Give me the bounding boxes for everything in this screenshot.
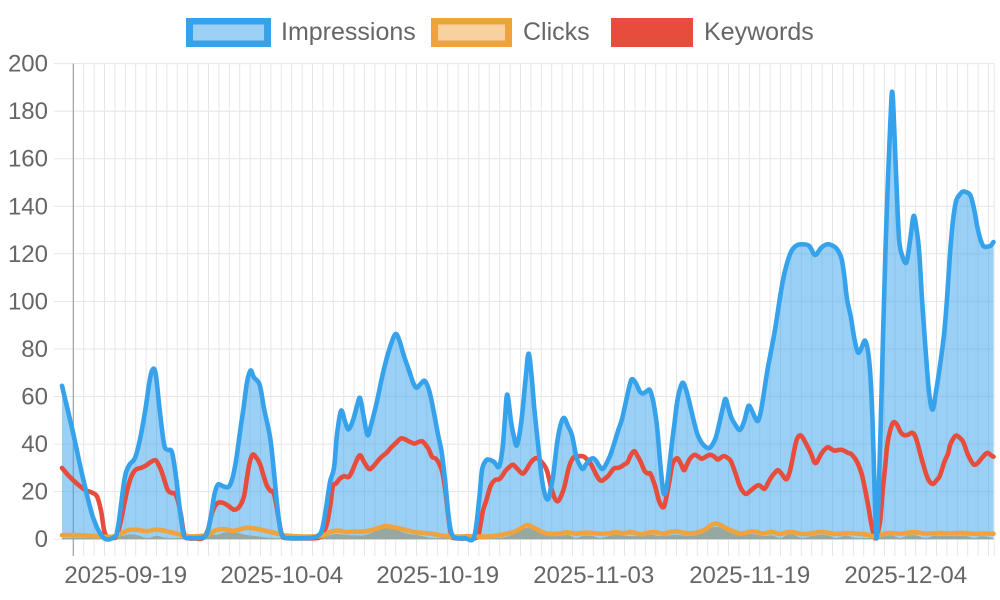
svg-text:140: 140 xyxy=(8,193,48,220)
svg-text:Keywords: Keywords xyxy=(704,18,814,46)
svg-text:60: 60 xyxy=(21,384,48,411)
svg-text:2025-09-19: 2025-09-19 xyxy=(64,562,187,589)
svg-text:2025-11-03: 2025-11-03 xyxy=(533,562,654,589)
svg-text:100: 100 xyxy=(8,288,48,315)
svg-text:2025-10-04: 2025-10-04 xyxy=(220,562,343,589)
svg-text:200: 200 xyxy=(8,51,48,78)
svg-text:Impressions: Impressions xyxy=(281,18,416,46)
svg-text:0: 0 xyxy=(35,526,48,553)
svg-text:80: 80 xyxy=(21,336,48,363)
svg-text:2025-11-19: 2025-11-19 xyxy=(689,562,810,589)
svg-text:2025-12-04: 2025-12-04 xyxy=(844,562,967,589)
svg-text:40: 40 xyxy=(21,431,48,458)
svg-text:Clicks: Clicks xyxy=(523,18,590,46)
svg-text:2025-10-19: 2025-10-19 xyxy=(376,562,499,589)
svg-text:160: 160 xyxy=(8,146,48,173)
svg-text:20: 20 xyxy=(21,479,48,506)
svg-text:120: 120 xyxy=(8,241,48,268)
svg-text:180: 180 xyxy=(8,98,48,125)
